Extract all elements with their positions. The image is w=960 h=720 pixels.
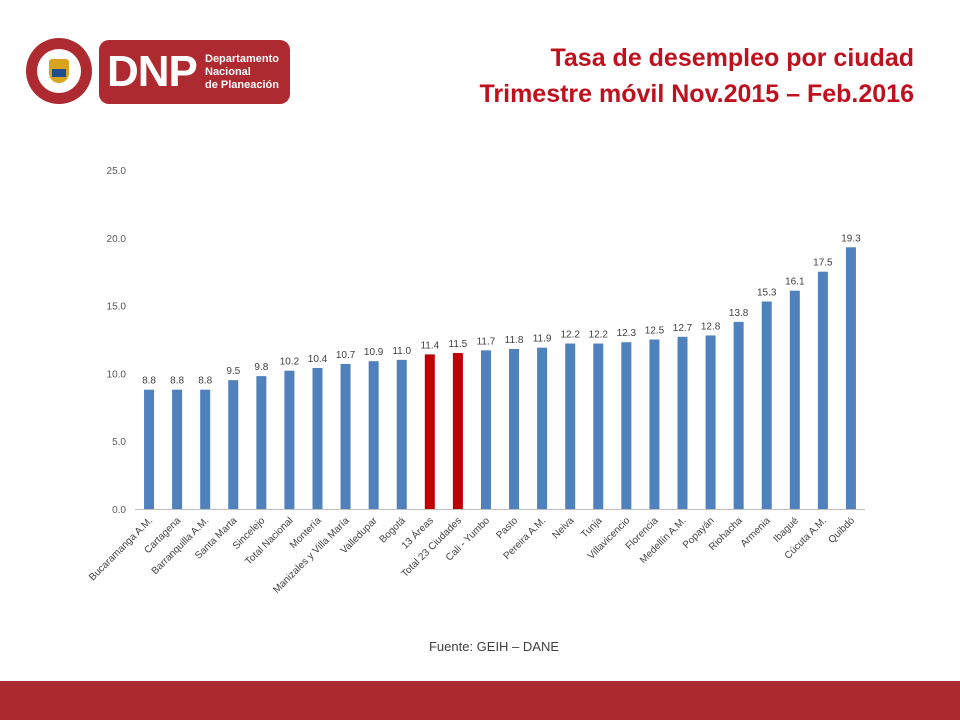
bar [705, 335, 716, 509]
category-label: Tunja [579, 515, 605, 541]
bar [340, 363, 351, 509]
data-label: 8.8 [142, 376, 156, 387]
data-label: 10.7 [336, 350, 356, 361]
bar [312, 367, 323, 509]
data-label: 9.8 [254, 362, 268, 373]
bar [733, 321, 744, 509]
bar [565, 343, 576, 509]
slide-title: Tasa de desempleo por ciudad Trimestre m… [480, 40, 915, 112]
y-tick-label: 15.0 [107, 302, 127, 313]
bar [649, 339, 660, 509]
y-tick-label: 25.0 [107, 166, 127, 177]
category-label: Quibdó [827, 515, 858, 546]
y-tick-label: 20.0 [107, 234, 127, 245]
data-label: 16.1 [785, 277, 805, 288]
data-label: 12.3 [617, 328, 637, 339]
data-label: 12.5 [645, 326, 665, 337]
data-label: 11.5 [449, 339, 468, 350]
y-tick-label: 0.0 [112, 505, 126, 516]
bar [761, 301, 772, 509]
source-note: Fuente: GEIH – DANE [428, 639, 560, 654]
bar [256, 376, 267, 509]
brand-abbreviation: DNP [107, 47, 198, 96]
data-label: 15.3 [757, 288, 777, 299]
data-label: 11.0 [392, 346, 411, 357]
bar [677, 336, 688, 509]
dnp-logo: DNP Departamento Nacional de Planeación [26, 38, 290, 106]
dnp-brand-box: DNP Departamento Nacional de Planeación [99, 40, 290, 104]
bar [621, 342, 632, 509]
bar [509, 348, 520, 509]
data-label: 9.5 [226, 366, 240, 377]
bar [593, 343, 604, 509]
title-line-1: Tasa de desempleo por ciudad [550, 44, 914, 72]
data-label: 10.9 [364, 347, 384, 358]
footer-bar [0, 681, 960, 720]
data-label: 10.4 [308, 354, 328, 365]
bar [845, 247, 856, 510]
y-tick-label: 10.0 [107, 369, 127, 380]
bar [537, 347, 548, 509]
data-label: 13.8 [729, 308, 749, 319]
brand-name: Departamento Nacional de Planeación [205, 53, 289, 92]
data-label: 10.2 [280, 357, 300, 368]
data-label: 11.9 [533, 334, 552, 345]
brand-name-line: Nacional [205, 66, 251, 78]
brand-name-line: Departamento [205, 53, 279, 65]
bar [452, 353, 463, 509]
bar [480, 350, 491, 509]
category-label: Armenia [739, 515, 773, 549]
data-label: 11.8 [505, 335, 524, 346]
data-label: 12.8 [701, 321, 721, 332]
data-label: 8.8 [198, 376, 212, 387]
data-label: 12.2 [560, 330, 580, 341]
y-tick-label: 5.0 [112, 437, 126, 448]
brand-name-line: de Planeación [205, 79, 279, 91]
bar [284, 370, 295, 509]
category-label: Neiva [550, 515, 576, 541]
data-label: 11.4 [420, 340, 439, 351]
bar [200, 389, 211, 509]
data-label: 19.3 [841, 233, 861, 244]
bar [789, 290, 800, 509]
bar [144, 389, 155, 509]
bar [368, 361, 379, 509]
data-label: 12.2 [589, 330, 609, 341]
data-label: 17.5 [813, 258, 833, 269]
bar [424, 354, 435, 509]
bar [817, 271, 828, 509]
colombia-seal-icon [26, 38, 92, 104]
category-label: Pasto [494, 515, 520, 541]
data-label: 12.7 [673, 323, 693, 334]
bar [228, 380, 239, 509]
bar [172, 389, 183, 509]
bar [396, 359, 407, 509]
title-line-2: Trimestre móvil Nov.2015 – Feb.2016 [479, 80, 915, 108]
data-label: 8.8 [170, 376, 184, 387]
data-label: 11.7 [477, 336, 496, 347]
